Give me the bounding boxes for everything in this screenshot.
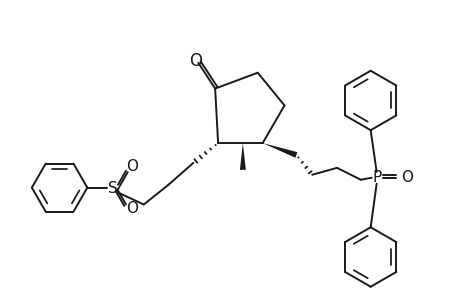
Text: P: P [371,170,381,185]
Text: O: O [400,170,413,185]
Text: O: O [126,201,138,216]
Text: S: S [108,181,118,196]
Polygon shape [262,143,297,158]
Text: O: O [126,159,138,174]
Polygon shape [240,143,245,170]
Text: O: O [188,52,202,70]
